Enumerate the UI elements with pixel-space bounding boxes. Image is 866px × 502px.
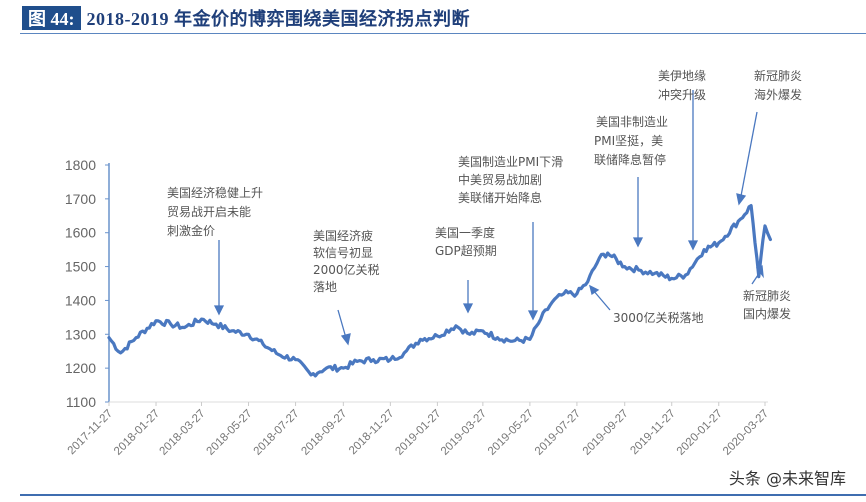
y-tick-label: 1400 <box>65 292 96 308</box>
x-tick-label: 2019-11-27 <box>628 408 677 457</box>
annotation-covid-domestic: 新冠肺炎 国内爆发 <box>743 288 795 321</box>
y-tick-label: 1500 <box>65 259 96 275</box>
gold-price-line <box>107 204 772 378</box>
watermark: 头条 @未来智库 <box>726 465 848 489</box>
x-tick-label: 2018-07-27 <box>252 408 302 458</box>
annotation-us-iran-conflict: 美伊地缘 冲突升级 <box>658 69 710 102</box>
y-tick-label: 1100 <box>66 394 96 410</box>
x-tick-label: 2018-05-27 <box>205 408 255 458</box>
x-tick-label: 2018-03-27 <box>158 408 208 458</box>
x-tick-label: 2017-11-27 <box>66 408 115 457</box>
y-tick-label: 1200 <box>65 360 96 376</box>
annotation-pmi-decline: 美国制造业PMI下滑 中美贸易战加剧 美联储开始降息 <box>458 155 567 205</box>
x-tick-label: 2019-05-27 <box>486 408 536 458</box>
y-tick-label: 1800 <box>65 157 96 173</box>
annotation-us-economy-strong: 美国经济稳健上升 贸易战开启未能 刺激金价 <box>167 185 267 238</box>
x-tick-label: 2020-01-27 <box>675 408 725 458</box>
x-tick-label: 2019-09-27 <box>581 408 631 458</box>
x-tick-label: 2018-01-27 <box>112 408 162 458</box>
annotation-covid-overseas: 新冠肺炎 海外爆发 <box>754 68 806 102</box>
chart-title: 2018-2019 年金价的博弈围绕美国经济拐点判断 <box>86 9 470 29</box>
x-tick-label: 2019-03-27 <box>439 408 489 458</box>
annotation-arrows <box>213 90 764 346</box>
x-tick-label: 2018-11-27 <box>347 408 396 457</box>
y-tick-label: 1600 <box>65 225 96 241</box>
annotation-nonmfg-pmi: 美国非制造业 PMI坚挺，美 联储降息暂停 <box>594 115 672 167</box>
x-tick-label: 2018-09-27 <box>299 408 349 458</box>
annotation-us-economy-weak: 美国经济疲 软信号初显 2000亿关税 落地 <box>313 228 383 294</box>
y-tick-label: 1700 <box>65 191 96 207</box>
top-divider <box>20 33 866 34</box>
x-axis-ticks: 2017-11-272018-01-272018-03-272018-05-27… <box>66 402 771 458</box>
figure-header: 图 44: 2018-2019 年金价的博弈围绕美国经济拐点判断 <box>22 6 470 30</box>
x-tick-label: 2019-07-27 <box>533 408 583 458</box>
annotation-300bn-tariff: 3000亿关税落地 <box>613 310 704 325</box>
x-tick-label: 2019-01-27 <box>393 408 443 458</box>
y-axis-ticks: 1100 1200 1300 1400 1500 1600 1700 1800 <box>65 157 109 410</box>
y-tick-label: 1300 <box>65 326 96 342</box>
annotations: 美国经济稳健上升 贸易战开启未能 刺激金价 美国经济疲 软信号初显 2000亿关… <box>167 68 806 325</box>
x-tick-label: 2020-03-27 <box>721 408 771 458</box>
annotation-q1-gdp: 美国一季度 GDP超预期 <box>435 225 499 258</box>
figure-label: 图 44: <box>22 6 81 30</box>
bottom-divider <box>20 494 866 496</box>
